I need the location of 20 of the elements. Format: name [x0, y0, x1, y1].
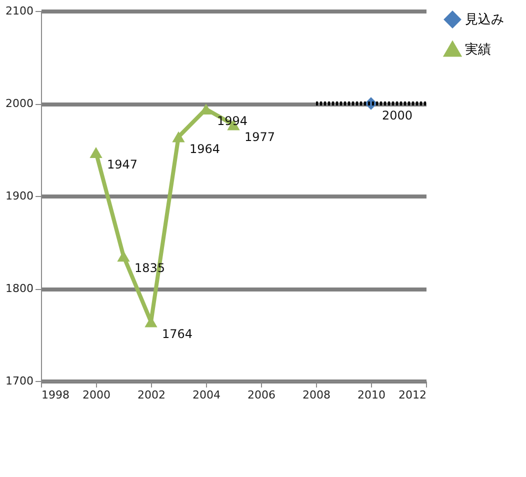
data-label: 2000 [382, 108, 413, 122]
x-tick-label: 2008 [302, 388, 330, 402]
x-tick-label: 2000 [82, 388, 110, 402]
x-tick-label: 1998 [42, 388, 70, 402]
legend-label: 実績 [465, 42, 491, 58]
legend-label: 見込み [465, 12, 504, 28]
y-tick-label: 1700 [6, 374, 34, 388]
y-tick-label: 1800 [6, 282, 34, 295]
y-tick-label: 1900 [6, 190, 34, 202]
y-tick-label: 2000 [6, 97, 34, 110]
data-label: 1964 [190, 142, 220, 156]
x-tick-label: 2002 [138, 388, 166, 402]
data-label: 1977 [244, 130, 276, 144]
y-tick-label: 2100 [6, 4, 34, 18]
x-tick-label: 2010 [358, 388, 386, 402]
x-tick-label: 2004 [192, 388, 220, 402]
data-label: 1947 [107, 158, 138, 172]
data-label: 1764 [162, 326, 193, 341]
x-tick-label: 2006 [248, 388, 276, 402]
x-tick-label: 2012 [398, 388, 426, 402]
